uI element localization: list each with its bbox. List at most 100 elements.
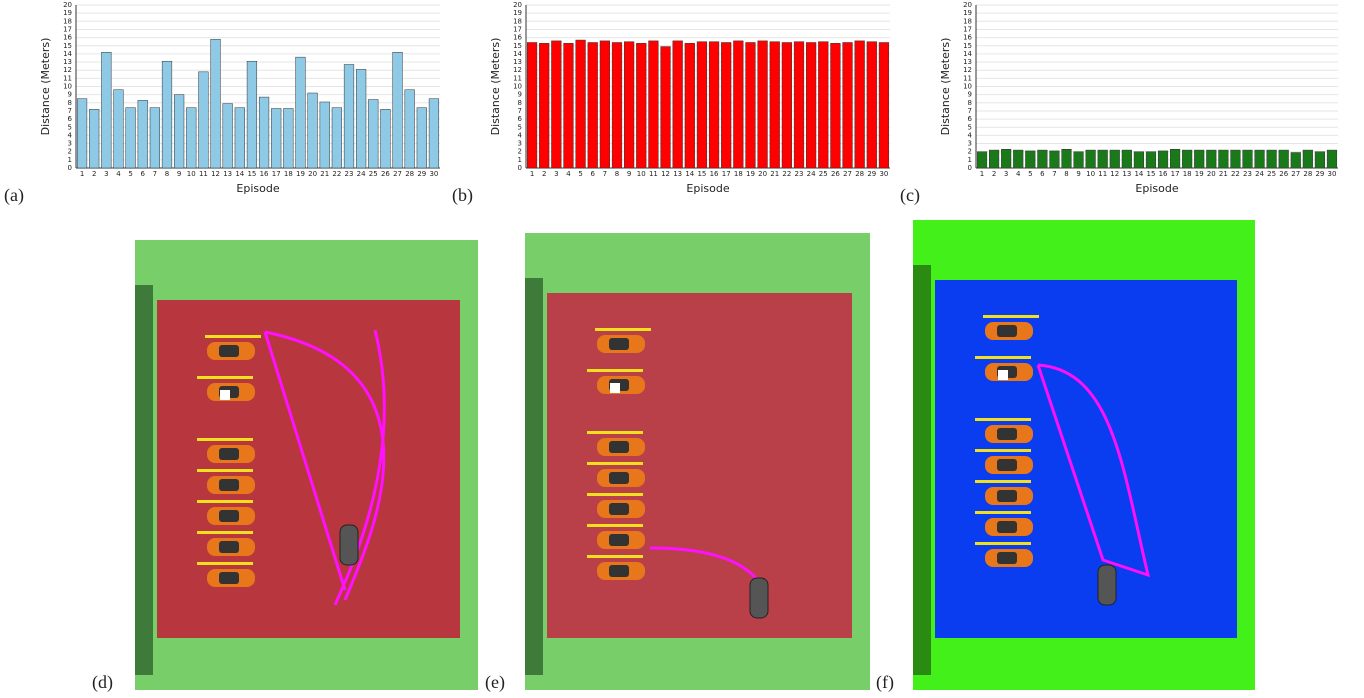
bar	[1194, 149, 1205, 169]
y-tick-label: 8	[68, 99, 72, 107]
x-tick-label: 11	[649, 170, 658, 178]
bar	[1230, 149, 1241, 169]
y-tick-label: 8	[968, 99, 972, 107]
car-roof	[219, 345, 239, 357]
x-tick-label: 2	[92, 170, 96, 178]
x-tick-label: 29	[867, 170, 876, 178]
x-tick-label: 22	[332, 170, 341, 178]
x-tick-label: 9	[1076, 170, 1080, 178]
bar	[343, 64, 355, 169]
y-tick-label: 16	[63, 34, 72, 42]
car-roof	[997, 428, 1017, 440]
bar	[806, 42, 817, 169]
x-tick-label: 14	[1134, 170, 1143, 178]
y-tick-label: 15	[513, 42, 522, 50]
bar	[258, 96, 270, 169]
y-tick-label: 8	[518, 99, 522, 107]
y-tick-label: 20	[63, 1, 72, 9]
goal-marker	[220, 390, 230, 400]
x-tick-label: 17	[722, 170, 731, 178]
x-tick-label: 4	[116, 170, 121, 178]
bar	[89, 109, 100, 169]
car-roof	[997, 490, 1017, 502]
y-tick-label: 2	[968, 148, 972, 156]
x-tick-label: 10	[187, 170, 196, 178]
x-tick-label: 28	[855, 170, 864, 178]
bar	[1085, 149, 1096, 169]
y-tick-label: 3	[518, 140, 522, 148]
x-tick-label: 5	[128, 170, 132, 178]
bar	[989, 149, 1000, 169]
bar	[1061, 149, 1072, 169]
x-tick-label: 22	[782, 170, 791, 178]
bar	[660, 46, 671, 169]
bar	[1302, 149, 1313, 169]
bar	[1266, 149, 1277, 169]
x-tick-label: 28	[1303, 170, 1312, 178]
bar	[781, 42, 792, 169]
agent-car	[339, 524, 359, 566]
x-axis-label: Episode	[236, 182, 279, 195]
bar	[101, 52, 112, 169]
bar	[1182, 149, 1193, 169]
bar	[149, 107, 160, 169]
bar	[1001, 149, 1012, 169]
y-tick-label: 19	[513, 9, 522, 17]
scene	[135, 240, 478, 690]
x-tick-label: 8	[165, 170, 169, 178]
bar	[137, 100, 148, 169]
y-tick-label: 11	[963, 74, 972, 82]
bar	[866, 41, 877, 169]
y-tick-label: 14	[963, 50, 972, 58]
bar	[636, 43, 647, 169]
bar	[539, 43, 550, 169]
bar	[283, 108, 294, 169]
scene-wall-shadow	[913, 265, 931, 675]
x-tick-label: 1	[980, 170, 984, 178]
parking-line	[197, 562, 253, 565]
x-tick-label: 27	[1291, 170, 1300, 178]
x-tick-label: 10	[637, 170, 646, 178]
x-tick-label: 7	[153, 170, 157, 178]
bar	[234, 107, 245, 169]
y-tick-label: 2	[518, 148, 522, 156]
trajectory	[263, 329, 386, 606]
parking-line	[197, 531, 253, 534]
x-tick-label: 13	[1122, 170, 1131, 178]
bar	[733, 40, 744, 169]
x-tick-label: 19	[1195, 170, 1204, 178]
x-tick-label: 12	[211, 170, 220, 178]
bar	[526, 42, 538, 169]
y-tick-label: 16	[513, 34, 522, 42]
y-tick-label: 3	[968, 140, 972, 148]
bar	[551, 40, 562, 169]
y-tick-label: 10	[513, 83, 522, 91]
x-tick-label: 3	[554, 170, 558, 178]
bar	[599, 40, 610, 169]
x-tick-label: 25	[369, 170, 378, 178]
x-tick-label: 20	[308, 170, 317, 178]
x-tick-label: 3	[104, 170, 108, 178]
bar	[1013, 149, 1024, 169]
bar	[428, 98, 440, 169]
parking-line	[983, 315, 1039, 318]
bar	[575, 39, 586, 169]
y-tick-label: 10	[963, 83, 972, 91]
x-tick-label: 23	[795, 170, 804, 178]
x-tick-label: 3	[1004, 170, 1008, 178]
y-tick-label: 9	[518, 91, 522, 99]
car-roof	[609, 565, 629, 577]
bar	[368, 99, 379, 169]
car-roof	[219, 510, 239, 522]
car-roof	[219, 448, 239, 460]
x-tick-label: 27	[393, 170, 402, 178]
y-tick-label: 12	[63, 66, 72, 74]
bar	[1037, 149, 1048, 169]
x-tick-label: 6	[1040, 170, 1045, 178]
bar	[1242, 149, 1253, 169]
y-axis-label: Distance (Meters)	[489, 38, 502, 136]
bar	[708, 41, 720, 169]
parking-line	[587, 369, 643, 372]
car-roof	[609, 503, 629, 515]
x-tick-label: 4	[566, 170, 571, 178]
